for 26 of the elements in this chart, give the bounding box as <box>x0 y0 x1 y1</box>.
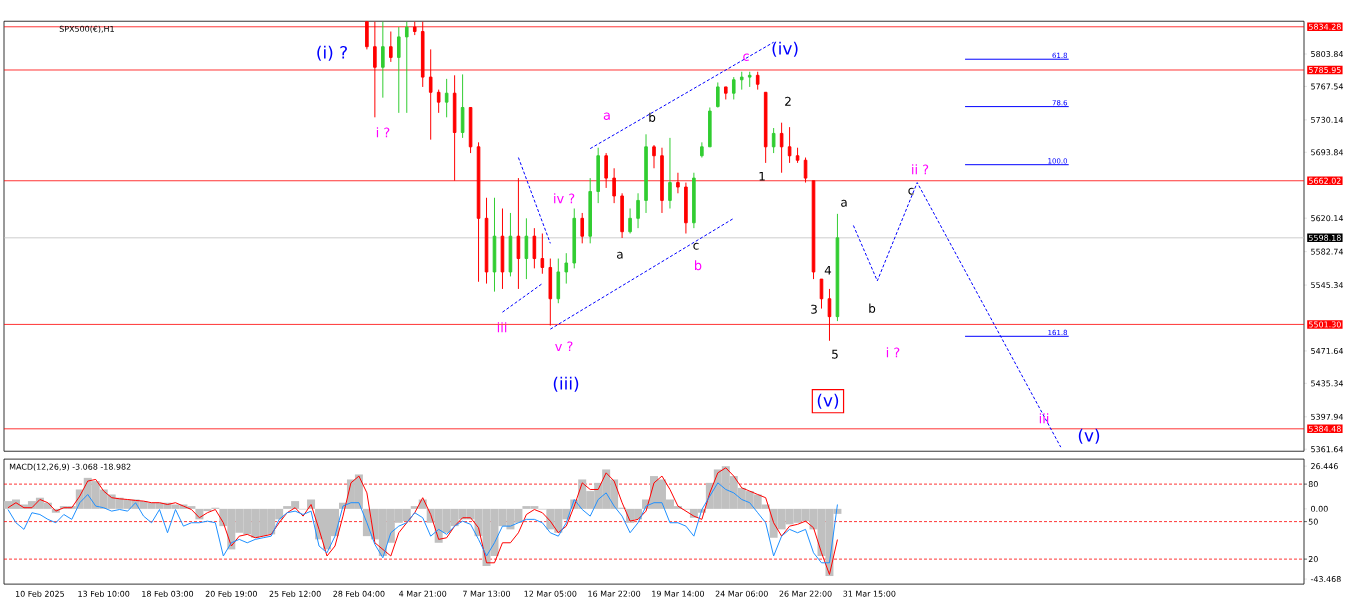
annotation: (v) <box>1078 428 1100 444</box>
annotation: 2 <box>785 96 791 106</box>
annotation: (iii) <box>553 376 579 392</box>
annotation: a <box>841 199 847 207</box>
annotation: c <box>743 53 749 61</box>
annotation: v ? <box>555 341 573 351</box>
annotation: iv ? <box>554 193 575 204</box>
annotation: (iv) <box>772 41 798 57</box>
annotation: a <box>603 112 610 120</box>
annotation: a <box>617 251 623 259</box>
annotation: 3 <box>811 304 817 314</box>
annotation: iii <box>1039 413 1049 424</box>
annotation: (v) <box>817 393 839 409</box>
annotation: (i) ? <box>317 45 347 61</box>
annotation: 5 <box>832 349 838 359</box>
annotation: 4 <box>824 265 832 275</box>
annotation: b <box>869 303 876 313</box>
annotation: ii ? <box>912 164 929 175</box>
annotation: i ? <box>886 347 900 358</box>
annotation: b <box>695 260 702 271</box>
annotation: iii <box>497 322 507 333</box>
annotation: b <box>649 112 656 122</box>
annotation: c <box>908 187 914 195</box>
annotation: i ? <box>376 127 390 138</box>
annotation: 1 <box>759 171 765 181</box>
annotation: c <box>693 242 699 250</box>
